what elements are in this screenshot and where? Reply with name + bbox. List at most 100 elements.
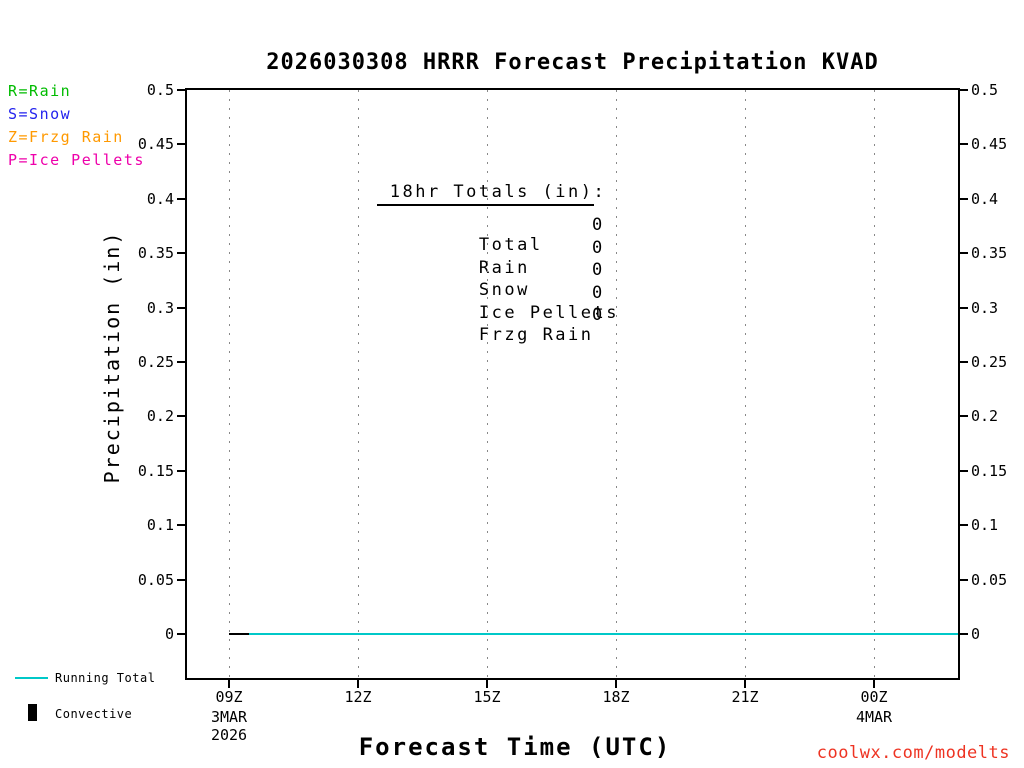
totals-row-value: 0 [592, 260, 605, 280]
y-tick-mark [960, 252, 968, 255]
y-tick-label-right: 0.2 [971, 407, 999, 426]
y-axis-label: Precipitation (in) [100, 230, 124, 484]
y-tick-label-right: 0 [971, 625, 981, 643]
convective-legend-label: Convective [55, 707, 133, 721]
y-tick-mark [177, 143, 185, 146]
totals-row-label: Snow [478, 280, 530, 300]
running-total-line-swatch [15, 677, 48, 679]
x-tick-mark [357, 680, 359, 688]
y-tick-label-right: 0.5 [971, 81, 999, 99]
date-label: 2026 [210, 726, 248, 744]
legend-item-snow: S=Snow [8, 105, 72, 123]
plot-area: 18hr Totals (in): Total 0 Rain 0 Snow 0 … [138, 81, 1007, 744]
y-tick-mark [960, 469, 968, 472]
x-gridline [228, 90, 230, 678]
y-tick-mark [177, 469, 185, 472]
y-tick-mark [177, 89, 185, 91]
y-tick-label-right: 0.05 [971, 570, 1008, 589]
y-tick-label-left: 0.25 [137, 353, 174, 371]
x-tick-label: 09Z [215, 688, 243, 706]
y-tick-label-left: 0.3 [146, 298, 174, 317]
totals-row-value: 0 [592, 282, 605, 303]
date-label: 3MAR [210, 708, 248, 726]
y-tick-label-right: 0.4 [971, 189, 999, 208]
y-tick-label-left: 0.4 [146, 189, 174, 208]
y-tick-label-left: 0.35 [137, 244, 174, 263]
legend-item-ice-pellets: P=Ice Pellets [8, 151, 145, 169]
totals-row: Snow 0 [377, 260, 619, 300]
totals-heading: 18hr Totals (in): [377, 182, 619, 206]
totals-row-label: Ice Pellets [478, 302, 619, 323]
x-tick-mark [486, 680, 488, 688]
y-tick-label-right: 0.45 [971, 135, 1008, 154]
totals-row-label: Frzg Rain [478, 325, 594, 345]
site-credit: coolwx.com/modelts [816, 743, 1010, 763]
y-tick-mark [177, 578, 185, 581]
totals-box: 18hr Totals (in): Total 0 Rain 0 Snow 0 … [377, 182, 619, 345]
x-tick-label: 12Z [344, 688, 372, 706]
x-gridline [357, 90, 359, 678]
convective-bar-swatch [28, 704, 37, 721]
x-tick-mark [615, 680, 617, 688]
y-tick-mark [177, 524, 185, 527]
totals-row-value: 0 [592, 237, 605, 258]
totals-row-label: Total [478, 235, 543, 255]
x-gridline [486, 90, 488, 678]
totals-row: Total 0 [377, 215, 619, 255]
y-tick-label-right: 0.15 [971, 461, 1008, 480]
y-tick-mark [960, 633, 968, 635]
y-tick-label-right: 0.3 [971, 298, 999, 317]
y-tick-label-left: 0.05 [137, 570, 174, 589]
date-label: 4MAR [855, 708, 893, 726]
totals-heading-underlined: 18hr Totals (in) [377, 182, 594, 206]
y-tick-label-right: 0.35 [971, 244, 1008, 263]
totals-row: Ice Pellets 0 [377, 282, 619, 323]
x-axis-label: Forecast Time (UTC) [358, 733, 672, 761]
y-tick-mark [960, 578, 968, 581]
y-tick-mark [177, 197, 185, 200]
y-tick-mark [960, 143, 968, 146]
y-tick-mark [177, 415, 185, 418]
y-tick-label-left: 0 [164, 625, 174, 643]
y-tick-mark [960, 361, 968, 363]
y-tick-label-right: 0.1 [971, 516, 999, 535]
x-tick-label: 18Z [602, 688, 630, 706]
y-tick-mark [177, 252, 185, 255]
totals-heading-colon: : [593, 182, 607, 202]
x-tick-mark [228, 680, 230, 688]
x-gridline [744, 90, 746, 678]
x-tick-label: 00Z [860, 688, 888, 706]
y-tick-label-left: 0.2 [146, 407, 174, 426]
y-tick-label-right: 0.25 [971, 353, 1008, 371]
y-tick-mark [960, 415, 968, 418]
totals-row: Frzg Rain 0 [377, 305, 619, 345]
y-tick-label-left: 0.5 [146, 81, 174, 99]
y-tick-mark [960, 306, 968, 309]
y-tick-mark [177, 361, 185, 363]
totals-row-label: Rain [478, 257, 530, 278]
totals-row-value: 0 [592, 305, 605, 325]
y-tick-label-left: 0.1 [146, 516, 174, 535]
chart-title: 2026030308 HRRR Forecast Precipitation K… [266, 50, 879, 75]
x-tick-mark [873, 680, 875, 688]
x-tick-label: 15Z [473, 688, 501, 706]
totals-row-value: 0 [592, 215, 605, 235]
legend-item-rain: R=Rain [8, 82, 72, 100]
x-tick-mark [744, 680, 746, 688]
x-tick-label: 21Z [731, 688, 759, 706]
x-gridline [873, 90, 875, 678]
x-gridline [615, 90, 617, 678]
y-tick-label-left: 0.45 [137, 135, 174, 154]
legend-item-frzg-rain: Z=Frzg Rain [8, 128, 124, 146]
y-tick-mark [177, 306, 185, 309]
running-total-legend-label: Running Total [55, 671, 156, 685]
y-tick-mark [960, 524, 968, 527]
y-tick-mark [960, 89, 968, 91]
y-tick-mark [960, 197, 968, 200]
y-tick-mark [177, 633, 185, 635]
totals-row: Rain 0 [377, 237, 619, 278]
y-tick-label-left: 0.15 [137, 461, 174, 480]
precip-type-legend: R=Rain S=Snow Z=Frzg Rain P=Ice Pellets [8, 80, 145, 172]
series-plot [229, 633, 958, 635]
